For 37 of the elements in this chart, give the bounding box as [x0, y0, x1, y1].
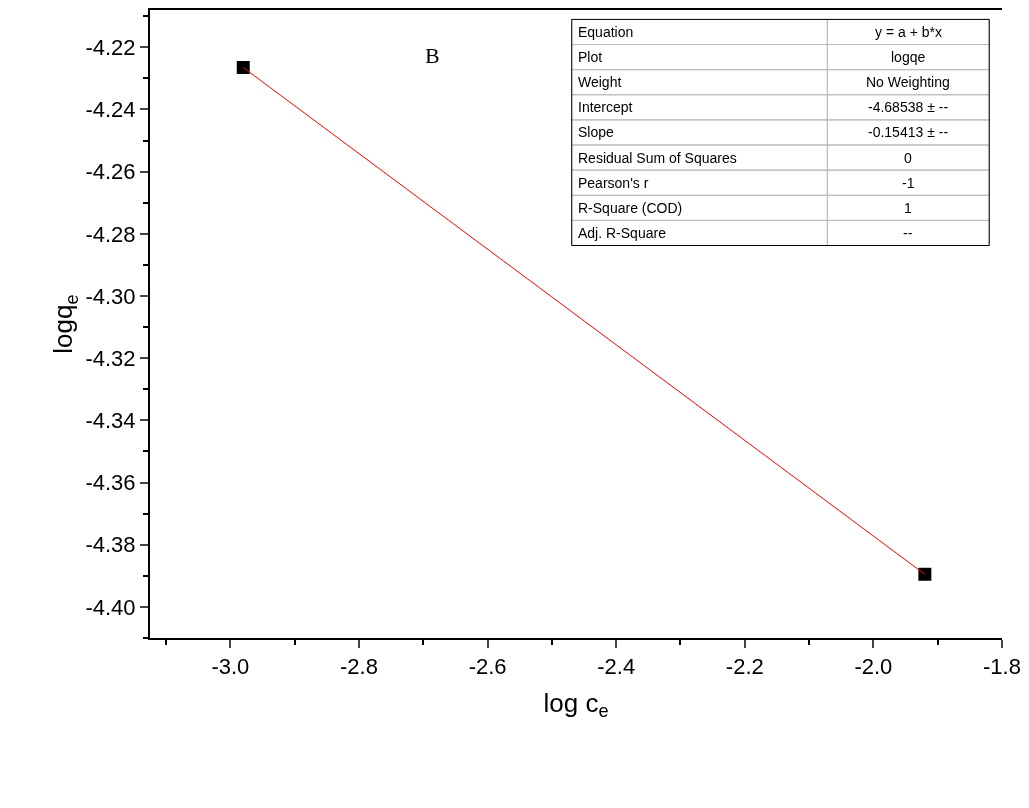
annotation: Weight — [578, 74, 622, 90]
annotation: B — [425, 43, 440, 68]
x-axis-title: log c$_{e}$ — [543, 687, 609, 722]
annotation: -4.68538 ± -- — [868, 99, 949, 115]
annotation: Intercept — [578, 99, 633, 115]
annotation: Residual Sum of Squares — [578, 150, 737, 166]
x-tick-label: -2.4 — [597, 654, 636, 680]
y-tick-label: -4.24 — [85, 97, 136, 123]
annotation: Adj. R-Square — [578, 225, 667, 241]
annotation: Pearson's r — [578, 175, 649, 191]
annotation: Plot — [578, 49, 603, 65]
annotation: -0.15413 ± -- — [868, 124, 949, 140]
x-tick-label: -2.0 — [854, 654, 893, 680]
x-tick-label: -2.6 — [468, 654, 507, 680]
annotation: 0 — [904, 150, 912, 166]
y-tick-label: -4.38 — [85, 532, 136, 558]
y-tick-label: -4.32 — [85, 345, 136, 371]
x-tick-label: -1.8 — [983, 654, 1021, 680]
annotation: R-Square (COD) — [578, 200, 683, 216]
annotation: -1 — [902, 175, 915, 191]
y-tick-label: -4.26 — [85, 159, 136, 185]
x-tick-label: -3.0 — [211, 654, 250, 680]
annotation: Equation — [578, 24, 634, 40]
x-tick-label: -2.8 — [340, 654, 378, 680]
y-tick-label: -4.36 — [85, 470, 136, 496]
annotation: 1 — [904, 200, 912, 216]
y-tick-label: -4.40 — [85, 594, 136, 620]
y-axis-title: logqe — [891, 49, 926, 65]
y-tick-label: -4.34 — [85, 408, 136, 434]
x-tick-label: -2.2 — [725, 654, 764, 680]
annotation: Slope — [578, 124, 615, 140]
y-tick-label: -4.30 — [85, 283, 136, 309]
y-tick-label: -4.28 — [85, 221, 136, 247]
annotation: y = a + b*x — [875, 24, 942, 40]
annotation: -- — [903, 225, 913, 241]
y-tick-label: -4.22 — [85, 35, 136, 61]
annotation: No Weighting — [866, 74, 950, 90]
